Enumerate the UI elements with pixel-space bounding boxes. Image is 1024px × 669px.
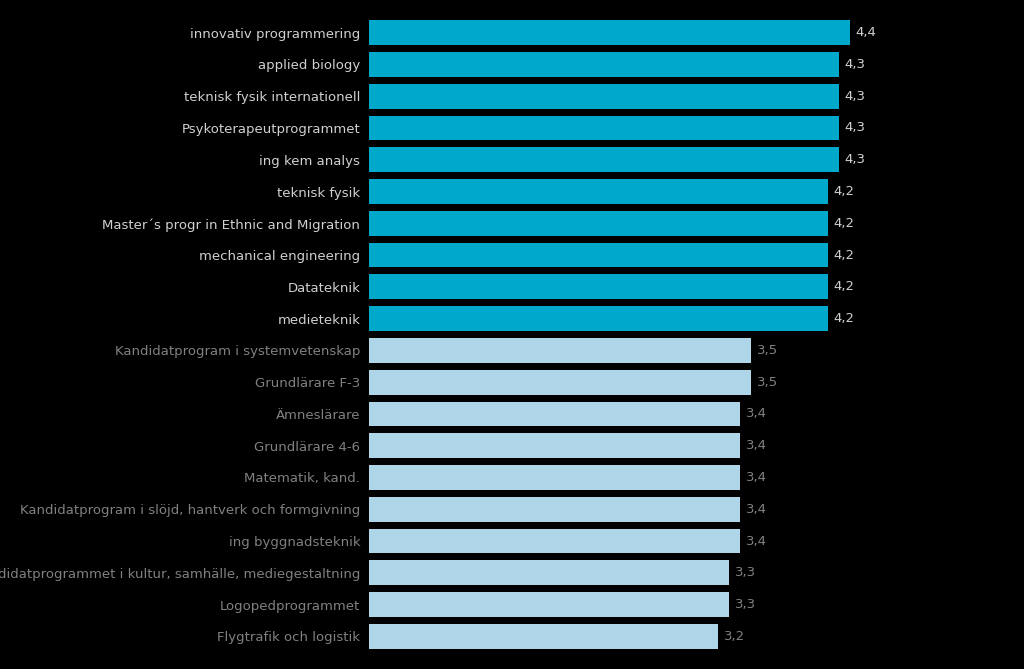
Text: 4,3: 4,3 (844, 58, 865, 71)
Text: 3,4: 3,4 (745, 440, 767, 452)
Text: 4,2: 4,2 (834, 280, 854, 293)
Text: 4,4: 4,4 (855, 26, 876, 39)
Bar (369, 147, 839, 172)
Text: 3,5: 3,5 (757, 376, 778, 389)
Bar (369, 243, 827, 268)
Text: 3,3: 3,3 (735, 567, 756, 579)
Text: 3,4: 3,4 (745, 503, 767, 516)
Bar (369, 52, 839, 77)
Bar (369, 465, 740, 490)
Bar (369, 179, 827, 204)
Bar (369, 434, 740, 458)
Bar (369, 338, 752, 363)
Bar (369, 20, 850, 45)
Bar (369, 529, 740, 553)
Text: 4,3: 4,3 (844, 153, 865, 166)
Bar (369, 592, 729, 617)
Bar (369, 84, 839, 108)
Text: 3,4: 3,4 (745, 535, 767, 547)
Text: 4,2: 4,2 (834, 185, 854, 198)
Text: 3,3: 3,3 (735, 598, 756, 611)
Text: 4,2: 4,2 (834, 312, 854, 325)
Bar (369, 211, 827, 235)
Text: 3,4: 3,4 (745, 471, 767, 484)
Bar (369, 497, 740, 522)
Text: 3,4: 3,4 (745, 407, 767, 420)
Bar (369, 401, 740, 426)
Bar (369, 561, 729, 585)
Text: 3,5: 3,5 (757, 344, 778, 357)
Text: 4,2: 4,2 (834, 217, 854, 229)
Text: 4,3: 4,3 (844, 90, 865, 102)
Bar (369, 116, 839, 140)
Bar (369, 624, 719, 649)
Bar (369, 370, 752, 395)
Text: 4,2: 4,2 (834, 249, 854, 262)
Text: 4,3: 4,3 (844, 122, 865, 134)
Bar (369, 306, 827, 331)
Text: 3,2: 3,2 (724, 630, 745, 643)
Bar (369, 274, 827, 299)
